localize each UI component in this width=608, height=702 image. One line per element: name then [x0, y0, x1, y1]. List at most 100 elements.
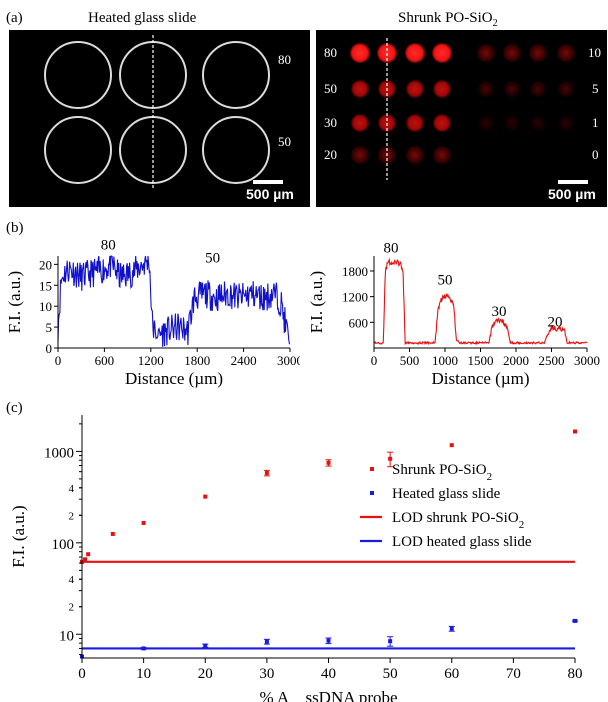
legend-label-text: LOD shrunk PO-SiO	[392, 510, 519, 526]
spot	[351, 114, 369, 132]
data-point	[264, 471, 269, 476]
spot-ring	[202, 41, 270, 109]
data-point	[203, 494, 208, 499]
conc-label: 30	[324, 115, 337, 130]
data-point	[141, 646, 146, 651]
scale-bar	[558, 180, 588, 184]
x-tick-label: 0	[55, 353, 62, 368]
data-point	[573, 618, 577, 623]
data-point	[110, 531, 115, 536]
legend-marker	[370, 491, 374, 495]
profile-line	[57, 255, 291, 347]
legend-label-text: Heated glass slide	[392, 486, 501, 502]
x-axis-title-part: % A	[259, 688, 289, 702]
line-profile-shrunk: 0 500 1000 1500 2000 2500 3000 600 1200 1800 Dista…	[307, 241, 600, 388]
y-tick-label: 15	[39, 278, 52, 293]
x-axis-title: Distance (µm)	[431, 369, 529, 388]
x-tick-label: 1800	[184, 353, 210, 368]
data-point	[83, 557, 88, 562]
x-tick-label: 3000	[277, 353, 300, 368]
x-tick-label: 60	[444, 666, 459, 682]
shrunk-spots	[350, 38, 575, 180]
peak-label: 50	[438, 273, 453, 289]
spot	[433, 114, 451, 132]
scale-bar	[253, 180, 283, 184]
y-tick-label: 0	[46, 341, 53, 356]
x-tick-label: 600	[95, 353, 115, 368]
y-tick-label: 1000	[44, 445, 74, 461]
y-tick-label: 10	[39, 299, 52, 314]
data-point	[449, 443, 454, 448]
spot	[529, 44, 547, 62]
heated-glass-image: 80 50 500 µm	[9, 30, 310, 207]
y-tick-label: 100	[52, 537, 75, 553]
x-tick-label: 2000	[503, 353, 529, 368]
legend-label: LOD shrunk PO-SiO2	[392, 510, 524, 531]
spot	[503, 44, 521, 62]
spot-ring	[44, 41, 112, 109]
spot	[405, 43, 425, 63]
spot	[504, 81, 520, 97]
x-tick-label: 500	[400, 353, 420, 368]
x-axis-title-part: ssDNA probe	[301, 688, 397, 702]
spot	[557, 44, 575, 62]
spot	[351, 146, 369, 164]
data-point	[141, 520, 146, 525]
panel-a-letter: (a)	[6, 10, 23, 26]
spot	[477, 44, 495, 62]
data-point	[573, 429, 577, 434]
spot	[558, 115, 574, 131]
y-axis-title: F.I. (a.u.)	[9, 505, 28, 567]
conc-label: 50	[278, 134, 291, 149]
x-tick-label: 2400	[231, 353, 257, 368]
y-tick-label: 10	[59, 628, 74, 644]
spot	[350, 43, 370, 63]
heated-glass-title: Heated glass slide	[88, 10, 197, 26]
spot	[406, 80, 424, 98]
legend-label: Shrunk PO-SiO2	[392, 462, 492, 483]
conc-label: 80	[324, 45, 337, 60]
x-tick-label: 40	[321, 666, 336, 682]
x-tick-label: 70	[506, 666, 521, 682]
y-tick-label: 4	[69, 483, 75, 495]
spot	[406, 114, 424, 132]
x-tick-label: 1000	[432, 353, 458, 368]
data-point	[264, 639, 269, 644]
x-tick-label: 10	[136, 666, 151, 682]
y-tick-label: 4	[69, 574, 75, 586]
spot	[558, 81, 574, 97]
scale-bar-label: 500 µm	[548, 186, 596, 202]
data-point	[388, 456, 393, 461]
y-tick-label: 20	[39, 257, 52, 272]
y-tick-label: 5	[46, 320, 53, 335]
spot	[530, 115, 546, 131]
peak-label: 30	[491, 304, 506, 320]
conc-label: 1	[592, 115, 599, 130]
peak-label: 20	[548, 315, 563, 331]
peak-label: 80	[384, 241, 399, 257]
heated-glass-circles	[44, 35, 270, 190]
shrunk-title-sub: 2	[492, 18, 498, 29]
data-point	[326, 638, 331, 643]
shrunk-po-sio2-title: Shrunk PO-SiO2	[398, 10, 498, 29]
line-profile-heated-glass: 0 600 1200 1800 2400 3000 0 5 10 15 20 Distance (µm…	[5, 238, 300, 388]
conc-label: 5	[592, 81, 599, 96]
x-tick-label: 0	[371, 353, 378, 368]
spot	[504, 115, 520, 131]
conc-label: 10	[588, 45, 601, 60]
scale-bar-label: 500 µm	[246, 186, 294, 202]
y-axis-title: F.I. (a.u.)	[307, 271, 326, 333]
x-tick-label: 20	[198, 666, 213, 682]
data-point	[449, 626, 454, 631]
conc-label: 0	[592, 147, 599, 162]
shrunk-po-sio2-image: 80 50 30 20 10 5 1 0 500 µm	[316, 30, 607, 207]
x-axis-title: % A30 ssDNA probe	[259, 688, 397, 702]
legend-label-sub: 2	[487, 471, 493, 483]
legend-label-text: Shrunk PO-SiO	[392, 462, 487, 478]
y-tick-label: 600	[349, 315, 369, 330]
spot	[406, 146, 424, 164]
spot	[351, 80, 369, 98]
data-point	[86, 552, 91, 557]
x-tick-label: 2500	[539, 353, 565, 368]
legend-label: Heated glass slide	[392, 486, 501, 502]
